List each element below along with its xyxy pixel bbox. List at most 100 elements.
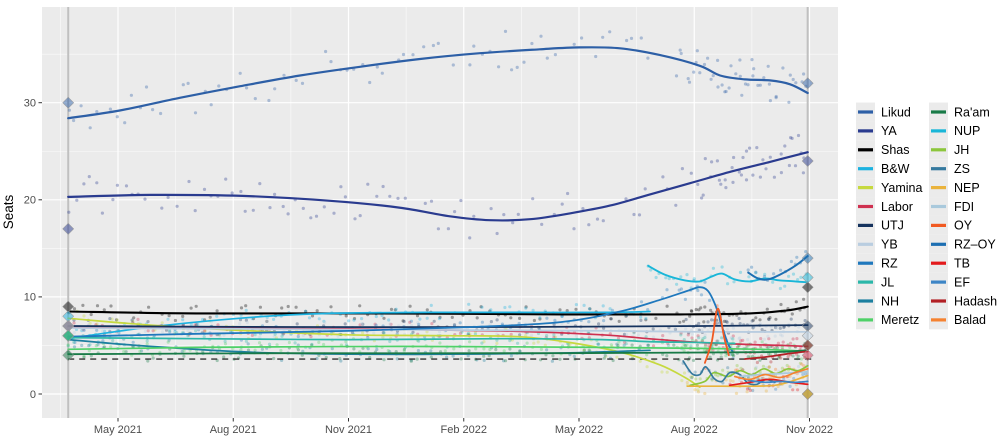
poll-dot <box>789 317 793 321</box>
poll-dot <box>616 343 620 348</box>
poll-dot <box>273 192 277 196</box>
poll-dot <box>267 98 271 103</box>
election-result-marker-ya <box>62 223 75 235</box>
poll-dot <box>768 155 772 159</box>
poll-dot <box>738 58 742 62</box>
poll-dot <box>794 300 798 304</box>
poll-dot <box>115 318 119 322</box>
poll-dot <box>624 342 628 346</box>
poll-dot <box>494 348 498 352</box>
poll-dot <box>173 318 177 323</box>
poll-dot <box>701 193 705 197</box>
poll-dot <box>450 315 454 319</box>
poll-dot <box>752 67 756 71</box>
poll-dot <box>602 326 606 330</box>
poll-dot <box>258 182 262 186</box>
series-line-nup <box>647 264 809 284</box>
poll-dot <box>728 379 733 383</box>
poll-dot <box>677 288 681 292</box>
poll-dot <box>386 349 390 353</box>
series-line-oy <box>704 307 730 364</box>
legend-label-rz: RZ <box>881 257 898 271</box>
poll-dot <box>767 317 771 321</box>
poll-dot <box>791 388 795 392</box>
poll-dot <box>315 309 319 313</box>
poll-dot <box>250 333 254 337</box>
poll-dot <box>603 353 607 357</box>
poll-dot <box>719 355 723 359</box>
poll-dot <box>539 347 544 351</box>
poll-dot <box>587 348 591 352</box>
poll-dot <box>731 379 735 383</box>
poll-dot <box>651 344 656 348</box>
poll-dot <box>332 211 336 215</box>
poll-dot <box>797 325 801 329</box>
poll-dot <box>282 73 286 77</box>
poll-dot <box>151 356 155 360</box>
poll-dot <box>446 227 450 231</box>
poll-dot <box>782 325 786 330</box>
poll-dot <box>160 321 164 325</box>
series-lines-layer <box>67 46 809 389</box>
poll-dot <box>545 56 549 60</box>
poll-dot <box>246 342 250 346</box>
poll-dot <box>764 389 768 393</box>
poll-dot <box>740 93 744 97</box>
poll-dot <box>766 334 770 338</box>
poll-dot <box>588 307 592 311</box>
poll-dot <box>738 322 742 326</box>
poll-dot <box>755 146 759 150</box>
poll-dot <box>763 272 767 276</box>
poll-dot <box>696 182 700 186</box>
poll-dot <box>769 360 773 364</box>
poll-dot <box>474 347 478 351</box>
poll-dot <box>451 63 455 67</box>
poll-dot <box>108 107 112 111</box>
poll-dot <box>682 342 686 347</box>
poll-dot <box>637 213 642 217</box>
poll-dot <box>684 317 688 322</box>
poll-dot <box>610 308 615 312</box>
poll-dot <box>779 333 783 337</box>
poll-dot <box>267 342 272 346</box>
poll-dot <box>322 342 326 347</box>
poll-dot <box>551 354 555 358</box>
poll-dot <box>417 322 421 326</box>
poll-dot <box>779 268 783 272</box>
poll-dot <box>734 368 738 372</box>
poll-dot <box>411 53 415 57</box>
poll-dot <box>545 348 549 352</box>
poll-dot <box>787 100 791 104</box>
poll-dot <box>715 322 719 326</box>
poll-dot <box>415 314 420 318</box>
poll-dot <box>710 160 714 164</box>
poll-dot <box>480 305 484 309</box>
poll-dot <box>215 314 219 318</box>
poll-dot <box>693 370 697 374</box>
poll-dot <box>102 308 106 312</box>
poll-dot <box>724 186 728 190</box>
poll-dot <box>667 277 671 281</box>
poll-dot <box>472 214 476 218</box>
poll-dot <box>572 42 576 46</box>
poll-dot <box>273 332 277 336</box>
poll-dot <box>803 319 807 323</box>
poll-dot <box>366 182 370 186</box>
poll-dot <box>697 308 701 312</box>
x-axis-tick-label: May 2021 <box>94 424 142 436</box>
poll-dot <box>801 372 805 376</box>
poll-dot <box>540 222 544 226</box>
poll-dot <box>690 376 694 380</box>
poll-dot <box>755 360 760 365</box>
poll-dot <box>646 308 650 312</box>
poll-dot <box>609 317 613 321</box>
poll-dot <box>674 203 678 207</box>
poll-dot <box>678 48 682 52</box>
poll-dot <box>722 319 727 323</box>
poll-dot <box>645 365 649 369</box>
poll-dot <box>244 339 248 343</box>
poll-dot <box>451 354 455 358</box>
poll-dot <box>723 90 727 94</box>
poll-dot <box>622 343 626 347</box>
series-line-balad <box>733 367 809 381</box>
